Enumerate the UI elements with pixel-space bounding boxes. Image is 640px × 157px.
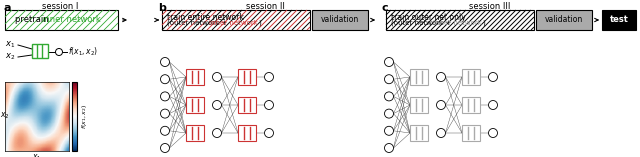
Text: session III: session III [469, 2, 511, 11]
Text: session I: session I [42, 2, 78, 11]
Text: train entire network: train entire network [167, 13, 244, 22]
Bar [536, 10, 592, 30]
Bar [462, 97, 480, 113]
Text: $f(x_1,x_2)$: $f(x_1,x_2)$ [68, 46, 98, 58]
Circle shape [161, 92, 170, 101]
Circle shape [385, 143, 394, 152]
Circle shape [56, 49, 63, 56]
Bar [312, 10, 368, 30]
Bar [410, 125, 428, 141]
Text: inner network: inner network [433, 20, 482, 26]
Text: a: a [3, 3, 10, 13]
Circle shape [385, 126, 394, 135]
Bar [186, 125, 204, 141]
Circle shape [264, 100, 273, 109]
Circle shape [385, 75, 394, 84]
Text: session II: session II [246, 2, 284, 11]
Circle shape [161, 126, 170, 135]
Bar [602, 10, 636, 30]
Text: $x_2$: $x_2$ [5, 52, 15, 62]
Circle shape [264, 128, 273, 138]
Text: (outer network +: (outer network + [167, 20, 230, 26]
Circle shape [436, 100, 445, 109]
Bar [238, 69, 256, 85]
Circle shape [212, 73, 221, 81]
Circle shape [385, 92, 394, 101]
Circle shape [161, 75, 170, 84]
Text: c: c [382, 3, 388, 13]
Circle shape [264, 73, 273, 81]
Text: validation: validation [321, 16, 359, 24]
Circle shape [161, 143, 170, 152]
Text: (outer network +: (outer network + [391, 20, 454, 26]
Bar [32, 44, 48, 58]
Y-axis label: $x_2$: $x_2$ [0, 111, 10, 121]
Text: b: b [158, 3, 166, 13]
Circle shape [212, 100, 221, 109]
Bar [462, 125, 480, 141]
Y-axis label: $f(x_1,x_2)$: $f(x_1,x_2)$ [79, 104, 88, 129]
Bar [186, 69, 204, 85]
Bar [186, 97, 204, 113]
Bar [410, 97, 428, 113]
Text: validation: validation [545, 16, 583, 24]
Bar [238, 125, 256, 141]
Circle shape [488, 128, 497, 138]
Bar [462, 69, 480, 85]
Text: pretrain: pretrain [15, 16, 51, 24]
Bar [238, 97, 256, 113]
Circle shape [488, 100, 497, 109]
Bar [162, 10, 310, 30]
Circle shape [161, 109, 170, 118]
Circle shape [161, 57, 170, 67]
Text: ): ) [482, 20, 484, 26]
Bar [386, 10, 534, 30]
X-axis label: $x_1$: $x_1$ [33, 152, 42, 157]
Circle shape [385, 109, 394, 118]
Bar [410, 69, 428, 85]
Text: test: test [609, 16, 628, 24]
Circle shape [488, 73, 497, 81]
Text: $x_1$: $x_1$ [5, 40, 15, 50]
Text: inner network: inner network [42, 16, 100, 24]
Text: ): ) [258, 20, 260, 26]
Text: train outer net only: train outer net only [391, 13, 466, 22]
Circle shape [385, 57, 394, 67]
Circle shape [436, 73, 445, 81]
Circle shape [436, 128, 445, 138]
Circle shape [212, 128, 221, 138]
Bar [5, 10, 118, 30]
Text: inner network: inner network [209, 20, 258, 26]
